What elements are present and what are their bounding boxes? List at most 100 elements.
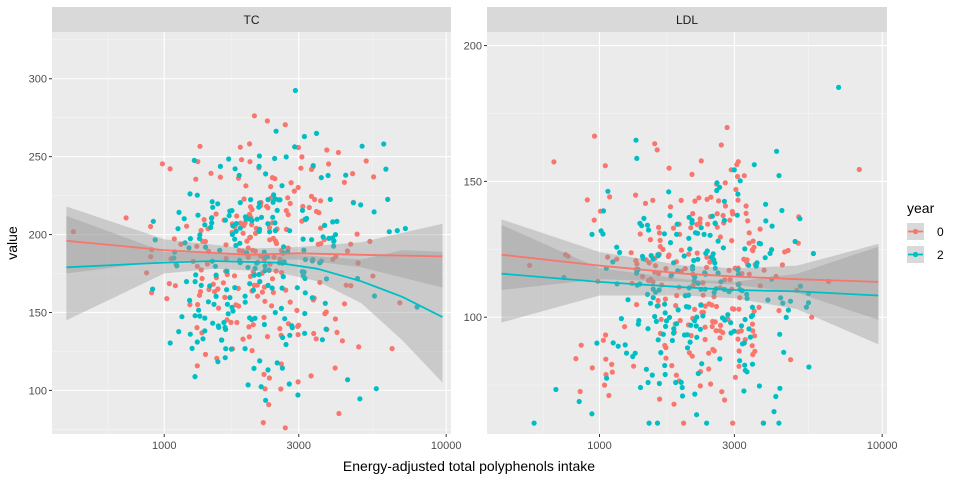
scatter-point — [274, 207, 280, 213]
scatter-point — [302, 330, 308, 336]
scatter-point — [709, 254, 715, 261]
scatter-point — [711, 289, 717, 296]
scatter-point — [656, 380, 663, 387]
scatter-point — [272, 196, 278, 202]
scatter-point — [705, 221, 711, 227]
scatter-point — [722, 203, 729, 209]
scatter-point — [771, 409, 777, 415]
y-tick-label: 100 — [464, 312, 482, 324]
scatter-point — [264, 118, 270, 124]
scatter-point — [737, 295, 743, 301]
scatter-point — [224, 268, 230, 274]
scatter-point — [228, 319, 234, 325]
scatter-point — [773, 393, 779, 400]
scatter-point — [175, 226, 181, 232]
scatter-point — [278, 361, 284, 367]
scatter-point — [191, 157, 197, 163]
scatter-point — [649, 372, 655, 378]
scatter-point — [234, 319, 240, 326]
scatter-point — [650, 279, 656, 285]
scatter-point — [706, 350, 712, 356]
scatter-point — [279, 365, 285, 371]
scatter-point — [731, 328, 737, 334]
legend-key-point — [912, 251, 919, 258]
scatter-point — [781, 349, 787, 355]
smooth-line-year-0 — [501, 253, 879, 283]
scatter-point — [192, 374, 198, 380]
scatter-point — [731, 167, 737, 173]
scatter-point — [223, 242, 229, 248]
scatter-point — [779, 262, 786, 268]
scatter-point — [193, 272, 199, 278]
scatter-point — [641, 215, 647, 221]
scatter-point — [251, 113, 257, 119]
scatter-point — [355, 260, 361, 266]
scatter-point — [836, 84, 842, 90]
scatter-point — [194, 243, 200, 249]
scatter-point — [123, 215, 129, 221]
scatter-point — [373, 386, 379, 392]
scatter-point — [237, 225, 243, 231]
scatter-point — [318, 175, 324, 181]
scatter-point — [202, 222, 208, 228]
scatter-point — [774, 148, 780, 154]
scatter-point — [707, 232, 713, 238]
scatter-point — [714, 180, 720, 186]
scatter-point — [272, 309, 278, 316]
scatter-point — [219, 337, 225, 343]
scatter-point — [734, 212, 740, 218]
scatter-point — [735, 197, 741, 203]
scatter-point — [710, 318, 716, 325]
scatter-point — [682, 293, 688, 299]
scatter-point — [602, 163, 608, 169]
scatter-point — [704, 248, 710, 254]
scatter-point — [779, 207, 785, 214]
scatter-point — [262, 298, 268, 304]
scatter-point — [733, 186, 739, 193]
scatter-point — [654, 420, 661, 426]
scatter-point — [217, 163, 223, 169]
scatter-point — [265, 282, 271, 288]
scatter-point — [749, 321, 756, 327]
scatter-point — [301, 133, 307, 140]
scatter-point — [246, 216, 252, 222]
scatter-point — [578, 342, 584, 348]
scatter-point — [247, 281, 253, 287]
scatter-point — [264, 254, 271, 260]
panel-background — [487, 32, 887, 434]
scatter-point — [210, 320, 216, 326]
scatter-point — [285, 195, 291, 201]
scatter-point — [810, 250, 817, 257]
scatter-point — [306, 204, 312, 211]
scatter-point — [757, 241, 764, 247]
scatter-point — [666, 314, 673, 320]
scatter-point — [279, 183, 285, 189]
scatter-point — [778, 295, 784, 301]
scatter-point — [271, 254, 277, 260]
scatter-point — [761, 267, 767, 273]
scatter-point — [736, 363, 742, 369]
scatter-point — [249, 348, 255, 354]
y-tick-label: 100 — [29, 385, 47, 397]
scatter-point — [690, 211, 696, 217]
scatter-point — [644, 222, 651, 228]
scatter-point — [233, 228, 239, 234]
scatter-point — [655, 253, 662, 259]
scatter-point — [150, 218, 156, 224]
scatter-point — [222, 355, 228, 361]
scatter-point — [313, 208, 320, 215]
scatter-point — [213, 272, 219, 278]
scatter-point — [614, 244, 620, 250]
scatter-point — [230, 308, 236, 314]
scatter-point — [647, 237, 654, 243]
scatter-point — [749, 304, 756, 310]
scatter-point — [576, 398, 582, 405]
scatter-point — [639, 273, 646, 280]
scatter-point — [358, 202, 364, 208]
scatter-point — [242, 214, 249, 220]
x-tick-label: 1000 — [152, 440, 176, 452]
scatter-point — [256, 271, 262, 278]
scatter-point — [682, 266, 688, 272]
scatter-point — [323, 276, 330, 282]
scatter-point — [187, 302, 193, 308]
